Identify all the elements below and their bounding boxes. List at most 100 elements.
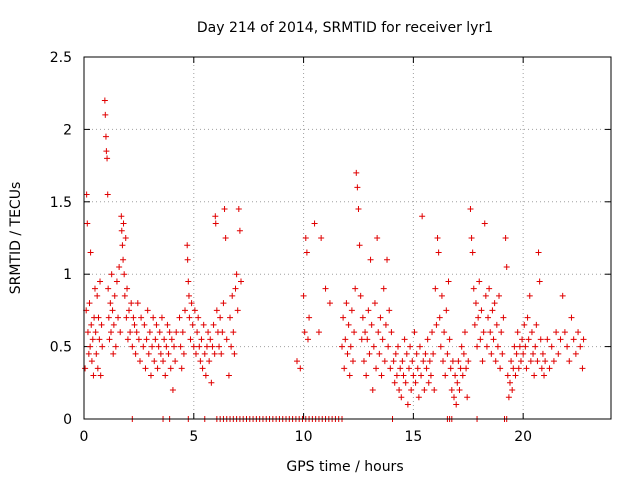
data-point (527, 358, 534, 365)
data-point (469, 249, 476, 256)
data-point (367, 256, 374, 263)
data-point (362, 329, 369, 336)
data-point (144, 307, 151, 314)
data-point (532, 343, 539, 350)
data-point (541, 372, 548, 379)
data-point (472, 300, 479, 307)
data-point (476, 278, 483, 285)
data-point (474, 343, 481, 350)
data-point (477, 336, 484, 343)
data-point (202, 372, 209, 379)
data-point (481, 220, 488, 227)
data-point (488, 350, 495, 357)
data-point (136, 358, 143, 365)
data-point (218, 350, 225, 357)
data-point (172, 358, 179, 365)
data-point (210, 321, 217, 328)
data-point (192, 350, 199, 357)
data-point (392, 350, 399, 357)
data-point (230, 329, 237, 336)
data-point (503, 263, 510, 270)
x-tick-label: 5 (189, 429, 198, 445)
data-point (515, 365, 522, 372)
data-point (455, 358, 462, 365)
data-point (134, 300, 141, 307)
data-point (493, 321, 500, 328)
data-point (301, 329, 308, 336)
data-point (447, 365, 454, 372)
data-point (460, 350, 467, 357)
data-point (212, 213, 219, 220)
data-point (433, 321, 440, 328)
data-point (405, 365, 412, 372)
data-point (231, 350, 238, 357)
data-point (363, 372, 370, 379)
data-point (355, 206, 362, 213)
data-point (206, 358, 213, 365)
data-point (112, 343, 119, 350)
data-point (212, 220, 219, 227)
data-point (160, 358, 167, 365)
data-point (207, 336, 214, 343)
data-point (572, 350, 579, 357)
data-point (468, 235, 475, 241)
data-point (149, 343, 156, 350)
data-point (440, 358, 447, 365)
data-point (297, 365, 304, 372)
data-point (420, 358, 427, 365)
data-point (348, 307, 355, 314)
data-point (422, 350, 429, 357)
data-point (186, 314, 193, 321)
data-point (416, 343, 423, 350)
data-point (482, 292, 489, 299)
data-point (494, 343, 501, 350)
data-point (459, 372, 466, 379)
x-axis-label: GPS time / hours (286, 459, 403, 475)
data-point (113, 278, 120, 285)
data-point (475, 314, 482, 321)
data-point (168, 336, 175, 343)
data-point (486, 285, 493, 292)
data-point (419, 213, 426, 220)
data-point (131, 321, 138, 328)
y-tick-label: 2 (63, 122, 72, 138)
data-point (322, 285, 329, 292)
data-point (128, 300, 135, 307)
data-point (369, 387, 376, 394)
data-point (441, 329, 448, 336)
x-tick-label: 10 (295, 429, 313, 445)
data-point (579, 365, 586, 372)
data-point (162, 372, 169, 379)
data-point (155, 343, 162, 350)
y-tick-label: 0 (63, 412, 72, 428)
data-point (105, 285, 112, 292)
data-point (498, 329, 505, 336)
data-point (426, 358, 433, 365)
data-point (465, 358, 472, 365)
data-point (391, 379, 398, 386)
data-point (535, 249, 542, 256)
data-point (521, 321, 528, 328)
data-point (349, 358, 356, 365)
data-point (163, 343, 170, 350)
data-point (205, 329, 212, 336)
data-point (438, 292, 445, 299)
data-point (542, 358, 549, 365)
data-point (479, 358, 486, 365)
data-point (414, 365, 421, 372)
data-point (182, 307, 189, 314)
data-point (200, 321, 207, 328)
data-point (418, 372, 425, 379)
data-point (93, 350, 100, 357)
data-point (233, 271, 240, 278)
y-tick-label: 1.5 (50, 195, 72, 211)
data-point (483, 343, 490, 350)
data-point (121, 292, 128, 299)
data-point (98, 321, 105, 328)
data-point (425, 379, 432, 386)
data-point (225, 372, 232, 379)
data-point (117, 329, 124, 336)
data-point (152, 336, 159, 343)
data-point (412, 379, 419, 386)
